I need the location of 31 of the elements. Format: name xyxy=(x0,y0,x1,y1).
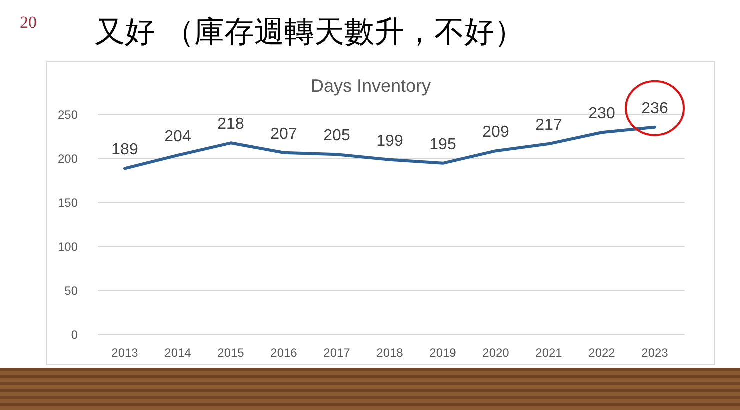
y-tick-label: 250 xyxy=(58,108,78,122)
data-label: 217 xyxy=(536,117,562,134)
chart-title: Days Inventory xyxy=(310,76,432,96)
data-label: 230 xyxy=(588,106,616,123)
text: 又好 （庫存週轉天數升，不好） xyxy=(95,15,525,50)
y-tick-label: 50 xyxy=(64,284,78,298)
data-label: 218 xyxy=(218,116,244,134)
data-label: 209 xyxy=(482,124,510,142)
x-tick-label: 2014 xyxy=(164,346,192,360)
x-tick-label: 2016 xyxy=(270,346,298,360)
data-label: 195 xyxy=(430,136,456,154)
x-tick-label: 2023 xyxy=(642,346,669,360)
x-tick-label: 2022 xyxy=(588,346,616,360)
x-tick-label: 2015 xyxy=(218,346,245,360)
data-label: 236 xyxy=(642,100,668,118)
data-label: 205 xyxy=(324,128,350,145)
x-tick-label: 2019 xyxy=(430,346,457,360)
y-tick-label: 100 xyxy=(58,240,78,254)
y-tick-label: 0 xyxy=(71,328,78,342)
y-tick-label: 200 xyxy=(58,152,78,166)
x-tick-label: 2020 xyxy=(482,346,510,360)
data-label: 207 xyxy=(270,126,298,143)
y-tick-label: 150 xyxy=(58,196,78,210)
data-label: 204 xyxy=(164,128,192,146)
x-tick-label: 2017 xyxy=(324,346,351,360)
text: 20 xyxy=(20,13,37,32)
x-tick-label: 2013 xyxy=(112,346,139,360)
x-tick-label: 2021 xyxy=(536,346,563,360)
data-label: 189 xyxy=(112,142,138,159)
x-tick-label: 2018 xyxy=(376,346,404,360)
data-label: 199 xyxy=(376,132,404,150)
